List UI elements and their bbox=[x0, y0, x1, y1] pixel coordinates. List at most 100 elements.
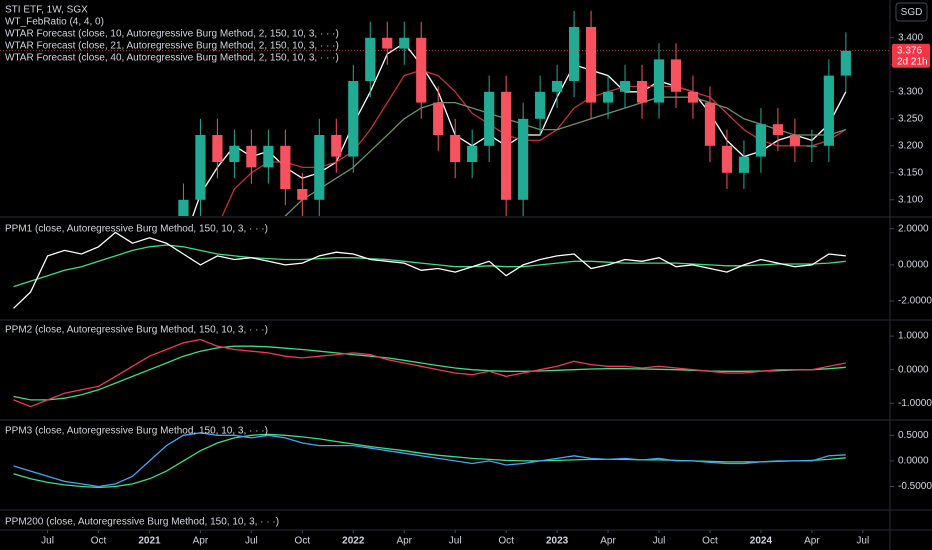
candle-body bbox=[382, 37, 393, 49]
y-tick-label: -0.5000 bbox=[898, 481, 932, 492]
pane-marks bbox=[13, 432, 846, 489]
labels: STI ETF, 1W, SGX WT_FebRatio (4, 4, 0) W… bbox=[5, 2, 932, 547]
pane-title: PPM1 (close, Autoregressive Burg Method,… bbox=[5, 224, 268, 235]
chart-title: STI ETF, 1W, SGX bbox=[5, 5, 88, 16]
candle-body bbox=[552, 81, 563, 92]
y-tick-label: 3.400 bbox=[898, 32, 923, 43]
candle-body bbox=[823, 75, 834, 146]
x-tick-label: Jul bbox=[653, 536, 666, 547]
indicator-line bbox=[221, 69, 847, 216]
candle-body bbox=[806, 145, 817, 147]
y-tick-label: 3.250 bbox=[898, 113, 923, 124]
candle-body bbox=[602, 91, 614, 103]
pane-marks bbox=[13, 231, 846, 309]
candle-body bbox=[331, 135, 342, 157]
candle-body bbox=[501, 91, 512, 200]
last-price-box bbox=[892, 43, 930, 68]
candle-body bbox=[568, 27, 580, 81]
x-tick-label: Apr bbox=[600, 536, 616, 547]
candle-body bbox=[653, 59, 665, 103]
marks bbox=[0, 10, 894, 533]
candle-body bbox=[585, 27, 597, 103]
last-price-label: 3.376 bbox=[897, 45, 922, 56]
candle-body bbox=[518, 118, 529, 200]
x-tick-label: Jul bbox=[856, 536, 869, 547]
x-tick-label: Apr bbox=[804, 536, 820, 547]
candle-body bbox=[636, 81, 648, 103]
x-tick-label: 2023 bbox=[546, 536, 569, 547]
pane-marks bbox=[13, 338, 846, 408]
candle-body bbox=[263, 145, 274, 168]
candle-body bbox=[840, 50, 851, 76]
candle-body bbox=[738, 156, 750, 173]
candle-body bbox=[670, 59, 682, 92]
x-tick-label: Oct bbox=[295, 536, 311, 547]
candle-body bbox=[789, 135, 800, 146]
candle-body bbox=[450, 135, 461, 162]
y-tick-label: 2.0000 bbox=[898, 223, 929, 234]
candle-body bbox=[416, 37, 427, 103]
legend-entry: WT_FebRatio (4, 4, 0) bbox=[5, 17, 104, 28]
candle-body bbox=[484, 91, 495, 146]
currency-button[interactable] bbox=[895, 2, 928, 22]
candle-body bbox=[280, 145, 291, 189]
candle-body bbox=[399, 37, 410, 49]
indicator-line bbox=[13, 433, 846, 489]
x-tick-label: 2022 bbox=[342, 536, 365, 547]
x-tick-label: Oct bbox=[498, 536, 514, 547]
y-tick-label: 3.100 bbox=[898, 194, 923, 205]
y-tick-label: 1.0000 bbox=[898, 331, 929, 342]
candle-body bbox=[704, 102, 716, 146]
x-tick-label: Jul bbox=[449, 536, 462, 547]
candle-body bbox=[348, 81, 359, 157]
indicator-line bbox=[13, 338, 846, 408]
candle-body bbox=[212, 135, 223, 162]
pane-title: PPM3 (close, Autoregressive Burg Method,… bbox=[5, 426, 268, 437]
pane-title: PPM2 (close, Autoregressive Burg Method,… bbox=[5, 325, 268, 336]
x-tick-label: Apr bbox=[396, 536, 412, 547]
candle-body bbox=[195, 135, 206, 200]
pane-title: PPM200 (close, Autoregressive Burg Metho… bbox=[5, 517, 279, 528]
candle-body bbox=[365, 37, 376, 81]
candle-body bbox=[314, 135, 325, 200]
indicator-line bbox=[13, 231, 846, 309]
indicator-line bbox=[13, 432, 846, 488]
y-tick-label: 0.0000 bbox=[898, 456, 929, 467]
candle-body bbox=[772, 124, 783, 135]
y-tick-label: 3.300 bbox=[898, 86, 923, 97]
candle-body bbox=[229, 145, 240, 162]
y-tick-label: 0.5000 bbox=[898, 430, 929, 441]
x-tick-label: 2024 bbox=[750, 536, 773, 547]
indicator-line bbox=[13, 244, 846, 288]
indicator-line bbox=[284, 96, 846, 216]
y-tick-label: -1.0000 bbox=[898, 398, 932, 409]
countdown-label: 2d 21h bbox=[897, 56, 928, 67]
candle-body bbox=[721, 145, 733, 173]
y-tick-label: 3.200 bbox=[898, 140, 923, 151]
x-tick-label: Apr bbox=[193, 536, 209, 547]
candle-body bbox=[178, 199, 189, 216]
y-tick-label: 3.150 bbox=[898, 167, 923, 178]
x-tick-label: Oct bbox=[702, 536, 718, 547]
currency-label[interactable]: SGD bbox=[901, 7, 923, 18]
candle-body bbox=[467, 145, 478, 162]
candle-body bbox=[297, 189, 308, 200]
candle-body bbox=[687, 91, 699, 103]
candle-body bbox=[755, 124, 767, 157]
x-tick-label: Oct bbox=[91, 536, 107, 547]
candle-body bbox=[535, 91, 546, 119]
candle-body bbox=[433, 102, 444, 135]
x-tick-label: 2021 bbox=[138, 536, 161, 547]
candle-body bbox=[246, 145, 257, 168]
pane-marks bbox=[178, 10, 851, 216]
legend-entry: WTAR Forecast (close, 40, Autoregressive… bbox=[5, 53, 339, 64]
legend-entry: WTAR Forecast (close, 10, Autoregressive… bbox=[5, 29, 339, 40]
x-tick-label: Jul bbox=[245, 536, 258, 547]
legend-entry: WTAR Forecast (close, 21, Autoregressive… bbox=[5, 41, 339, 52]
y-tick-label: 0.0000 bbox=[898, 260, 929, 271]
candle-body bbox=[619, 81, 631, 92]
y-tick-label: 0.0000 bbox=[898, 364, 929, 375]
y-tick-label: -2.0000 bbox=[898, 296, 932, 307]
